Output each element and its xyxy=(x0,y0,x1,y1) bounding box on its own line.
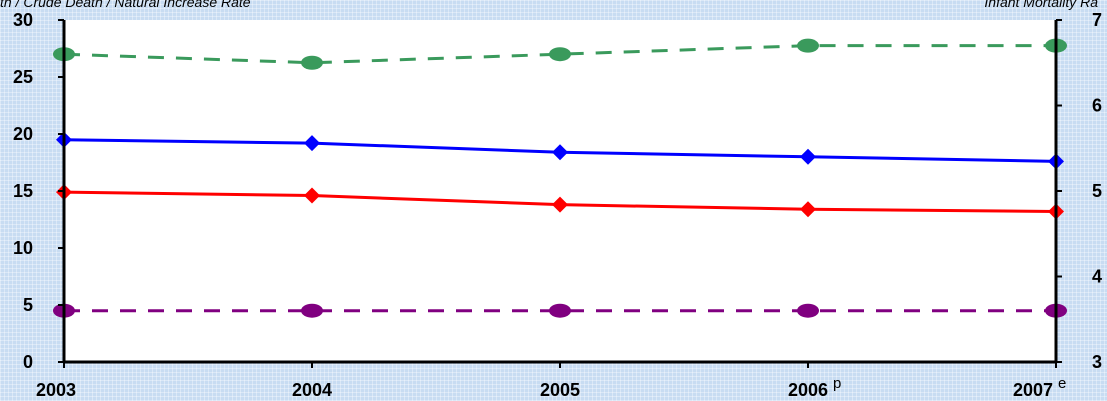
series-1-point-3 xyxy=(549,47,571,62)
left-tick-label: 5 xyxy=(23,295,33,315)
left-tick-label: 20 xyxy=(13,124,33,144)
series-1-point-2 xyxy=(301,55,323,70)
series-4-point-3 xyxy=(549,303,571,318)
right-tick-label: 6 xyxy=(1092,96,1102,116)
series-4-point-4 xyxy=(797,303,819,318)
x-tick-label: 2006 xyxy=(788,380,828,400)
left-tick-label: 0 xyxy=(23,352,33,372)
right-tick-label: 7 xyxy=(1092,10,1102,30)
series-2-point-4 xyxy=(800,148,816,165)
series-3-point-2 xyxy=(304,187,320,204)
x-tick-label: 2004 xyxy=(292,380,332,400)
right-tick-label: 3 xyxy=(1092,352,1102,372)
series-3-point-3 xyxy=(552,196,568,213)
left-tick-label: 15 xyxy=(13,181,33,201)
x-tick-label: 2005 xyxy=(540,380,580,400)
left-tick-label: 10 xyxy=(13,238,33,258)
left-tick-label: 30 xyxy=(13,10,33,30)
x-tick-label: 2007 xyxy=(1013,380,1053,400)
right-tick-label: 5 xyxy=(1092,181,1102,201)
left-axis-title: th / Crude Death / Natural Increase Rate xyxy=(0,0,251,10)
series-layer xyxy=(53,38,1067,318)
x-tick-label: 2003 xyxy=(36,380,76,400)
axes-layer: 0 5 10 15 20 25 30 3 4 5 6 7 2003 2004 2005 2006 p 2007 e xyxy=(13,10,1102,400)
series-3-point-4 xyxy=(800,201,816,218)
right-axis-title: Infant Mortality Ra xyxy=(984,0,1098,10)
series-2-point-3 xyxy=(552,144,568,161)
series-1-point-4 xyxy=(797,38,819,53)
x-tick-suffix: e xyxy=(1058,375,1066,392)
series-line-1 xyxy=(63,44,1056,65)
series-4-point-2 xyxy=(301,303,323,318)
x-tick-suffix: p xyxy=(833,375,841,392)
left-tick-label: 25 xyxy=(13,67,33,87)
series-2-point-2 xyxy=(304,135,320,152)
right-tick-label: 4 xyxy=(1092,267,1102,287)
